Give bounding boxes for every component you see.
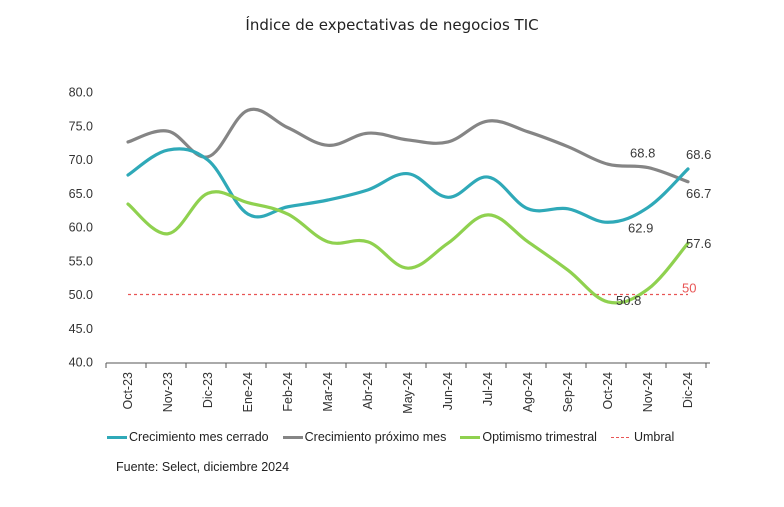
x-tick-label: Ago-24 [521,372,535,412]
x-tick-label: Jun-24 [441,372,455,410]
legend-item-optimismo-trimestral: Optimismo trimestral [460,430,597,444]
threshold-label: 50 [682,281,696,296]
data-label: 50.8 [616,293,641,308]
legend-swatch-dashed [610,436,629,438]
legend-swatch-teal [107,435,127,439]
series-line-crecimiento-proximo-mes [126,107,690,184]
y-tick-label: 75.0 [69,119,93,133]
legend-swatch-green [460,435,481,439]
legend-swatch-gray [282,435,303,439]
source-note: Fuente: Select, diciembre 2024 [116,460,290,474]
legend-label: Optimismo trimestral [482,430,597,444]
series-line-crecimiento-mes-cerrado [126,147,690,224]
y-tick-label: 50.0 [69,288,93,302]
y-tick-label: 70.0 [69,153,93,167]
x-tick-label: Sep-24 [561,372,575,412]
y-tick-label: 60.0 [69,221,93,235]
x-tick-label: Dic-24 [681,372,695,408]
x-tick-label: Oct-24 [601,372,615,410]
x-tick-label: Ene-24 [241,372,255,412]
series-line-optimismo-trimestral [126,190,690,305]
legend-item-crecimiento-proximo-mes: Crecimiento próximo mes [282,430,447,444]
legend: Crecimiento mes cerrado Crecimiento próx… [107,430,688,444]
legend-item-crecimiento-mes-cerrado: Crecimiento mes cerrado [107,430,269,444]
y-axis: 80.0 75.0 70.0 65.0 60.0 55.0 50.0 45.0 40.0 [69,86,93,370]
legend-label: Crecimiento mes cerrado [129,430,269,444]
legend-label: Umbral [633,430,675,444]
y-tick-label: 80.0 [69,86,93,100]
y-tick-label: 45.0 [69,322,93,336]
data-labels: 62.9 68.6 68.8 66.7 50.8 57.6 [616,146,711,309]
chart-title: Índice de expectativas de negocios TIC [245,16,539,34]
series-lines [126,107,690,305]
data-label: 57.6 [686,236,711,251]
data-label: 68.6 [686,147,711,162]
data-label: 66.7 [686,186,711,201]
x-tick-label: Dic-23 [201,372,215,408]
x-tick-label: Mar-24 [321,372,335,412]
x-tick-label: May-24 [401,372,415,414]
x-tick-label: Oct-23 [121,372,135,410]
y-tick-label: 65.0 [69,187,93,201]
x-axis: Oct-23 Nov-23 Dic-23 Ene-24 Feb-24 Mar-24 Abr-… [105,362,710,414]
x-tick-label: Abr-24 [361,372,375,410]
threshold-group: 50 [128,281,696,296]
legend-label: Crecimiento próximo mes [304,430,447,444]
x-tick-label: Jul-24 [481,372,495,406]
data-label: 62.9 [628,220,653,235]
x-tick-label: Nov-24 [641,372,655,412]
data-label: 68.8 [630,146,655,161]
x-tick-label: Nov-23 [161,372,175,412]
x-tick-label: Feb-24 [281,372,295,412]
y-tick-label: 40.0 [69,356,93,370]
y-tick-label: 55.0 [69,254,93,268]
legend-item-umbral: Umbral [610,430,675,444]
